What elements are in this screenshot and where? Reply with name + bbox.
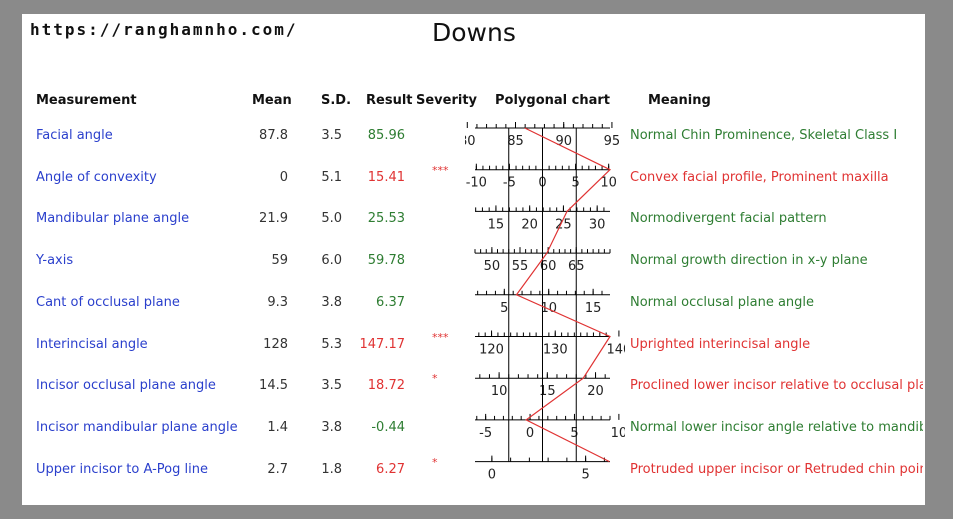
meaning-text: Convex facial profile, Prominent maxilla <box>630 170 889 185</box>
result-value: 147.17 <box>359 337 406 352</box>
mean-value: 2.7 <box>267 462 288 477</box>
tick-label: 20 <box>587 384 604 399</box>
polygonal-chart: 80859095-15-10-5051015152025305055606505… <box>465 122 625 483</box>
severity-marker: *** <box>432 164 449 177</box>
measurement-link[interactable]: Facial angle <box>36 128 113 143</box>
measurement-link[interactable]: Mandibular plane angle <box>36 211 190 226</box>
result-value: 6.37 <box>376 295 405 310</box>
result-polyline <box>515 127 612 463</box>
result-value: 25.53 <box>367 211 405 226</box>
meaning-text: Normal occlusal plane angle <box>630 295 815 310</box>
measurement-link[interactable]: Angle of convexity <box>36 170 157 185</box>
result-value: -0.44 <box>371 420 405 435</box>
mean-value: 1.4 <box>267 420 288 435</box>
result-value: 85.96 <box>367 128 405 143</box>
header-polygonal-chart: Polygonal chart <box>495 93 610 108</box>
meaning-text: Proclined lower incisor relative to occl… <box>630 378 923 393</box>
tick-label: 85 <box>507 134 524 149</box>
result-value: 18.72 <box>367 378 405 393</box>
measurement-link[interactable]: Interincisal angle <box>36 337 148 352</box>
sd-value: 5.3 <box>321 337 342 352</box>
mean-value: 59 <box>271 253 288 268</box>
mean-value: 9.3 <box>267 295 288 310</box>
tick-label: -10 <box>466 176 487 191</box>
measurement-link[interactable]: Upper incisor to A-Pog line <box>36 462 208 477</box>
tick-label: 20 <box>521 217 538 232</box>
tick-label: -5 <box>479 426 492 441</box>
meaning-text: Uprighted interincisal angle <box>630 337 811 352</box>
sd-value: 3.5 <box>321 128 342 143</box>
tick-label: 5 <box>570 426 578 441</box>
severity-marker: * <box>432 372 438 385</box>
tick-label: 80 <box>465 134 476 149</box>
meaning-text: Normal lower incisor angle relative to m… <box>630 420 923 435</box>
tick-label: 0 <box>526 426 534 441</box>
tick-label: 140 <box>607 343 625 358</box>
measurement-link[interactable]: Y-axis <box>36 253 74 268</box>
tick-label: 10 <box>611 426 625 441</box>
measurement-link[interactable]: Incisor mandibular plane angle <box>36 420 238 435</box>
tick-label: 15 <box>539 384 556 399</box>
mean-value: 87.8 <box>259 128 288 143</box>
mean-value: 14.5 <box>259 378 288 393</box>
tick-label: 5 <box>571 176 579 191</box>
severity-marker: *** <box>432 331 449 344</box>
result-value: 59.78 <box>367 253 405 268</box>
sd-value: 1.8 <box>321 462 342 477</box>
header-severity: Severity <box>416 93 478 108</box>
sd-value: 5.0 <box>321 211 342 226</box>
result-value: 15.41 <box>367 170 405 185</box>
tick-label: 60 <box>540 259 557 274</box>
tick-label: 5 <box>581 468 589 483</box>
header-mean: Mean <box>252 93 292 108</box>
mean-value: 21.9 <box>259 211 288 226</box>
meaning-text: Normodivergent facial pattern <box>630 211 827 226</box>
tick-label: -5 <box>503 176 516 191</box>
tick-label: 15 <box>488 217 505 232</box>
meaning-text: Normal growth direction in x-y plane <box>630 253 868 268</box>
tick-label: 30 <box>589 217 606 232</box>
tick-label: 10 <box>540 301 557 316</box>
chart-title: Downs <box>432 18 516 47</box>
tick-label: 15 <box>585 301 602 316</box>
sd-value: 3.5 <box>321 378 342 393</box>
tick-label: 0 <box>488 468 496 483</box>
sd-value: 3.8 <box>321 420 342 435</box>
tick-label: 10 <box>600 176 617 191</box>
tick-label: 55 <box>512 259 529 274</box>
meaning-text: Normal Chin Prominence, Skeletal Class I <box>630 128 898 143</box>
sd-value: 3.8 <box>321 295 342 310</box>
tick-label: 5 <box>500 301 508 316</box>
mean-value: 128 <box>263 337 288 352</box>
header-meaning: Meaning <box>648 93 711 108</box>
sd-value: 5.1 <box>321 170 342 185</box>
result-value: 6.27 <box>376 462 405 477</box>
meaning-text: Protruded upper incisor or Retruded chin… <box>630 462 923 477</box>
measurement-link[interactable]: Cant of occlusal plane <box>36 295 180 310</box>
header-result: Result <box>366 93 413 108</box>
tick-label: 10 <box>491 384 508 399</box>
severity-marker: * <box>432 456 438 469</box>
tick-label: 120 <box>479 343 504 358</box>
measurement-link[interactable]: Incisor occlusal plane angle <box>36 378 216 393</box>
tick-label: 130 <box>543 343 568 358</box>
mean-value: 0 <box>279 170 288 185</box>
header-sd: S.D. <box>321 93 352 108</box>
sd-value: 6.0 <box>321 253 342 268</box>
tick-label: 95 <box>604 134 621 149</box>
watermark-url: https://ranghamnho.com/ <box>30 20 298 39</box>
header-measurement: Measurement <box>36 93 137 108</box>
tick-label: 50 <box>484 259 501 274</box>
